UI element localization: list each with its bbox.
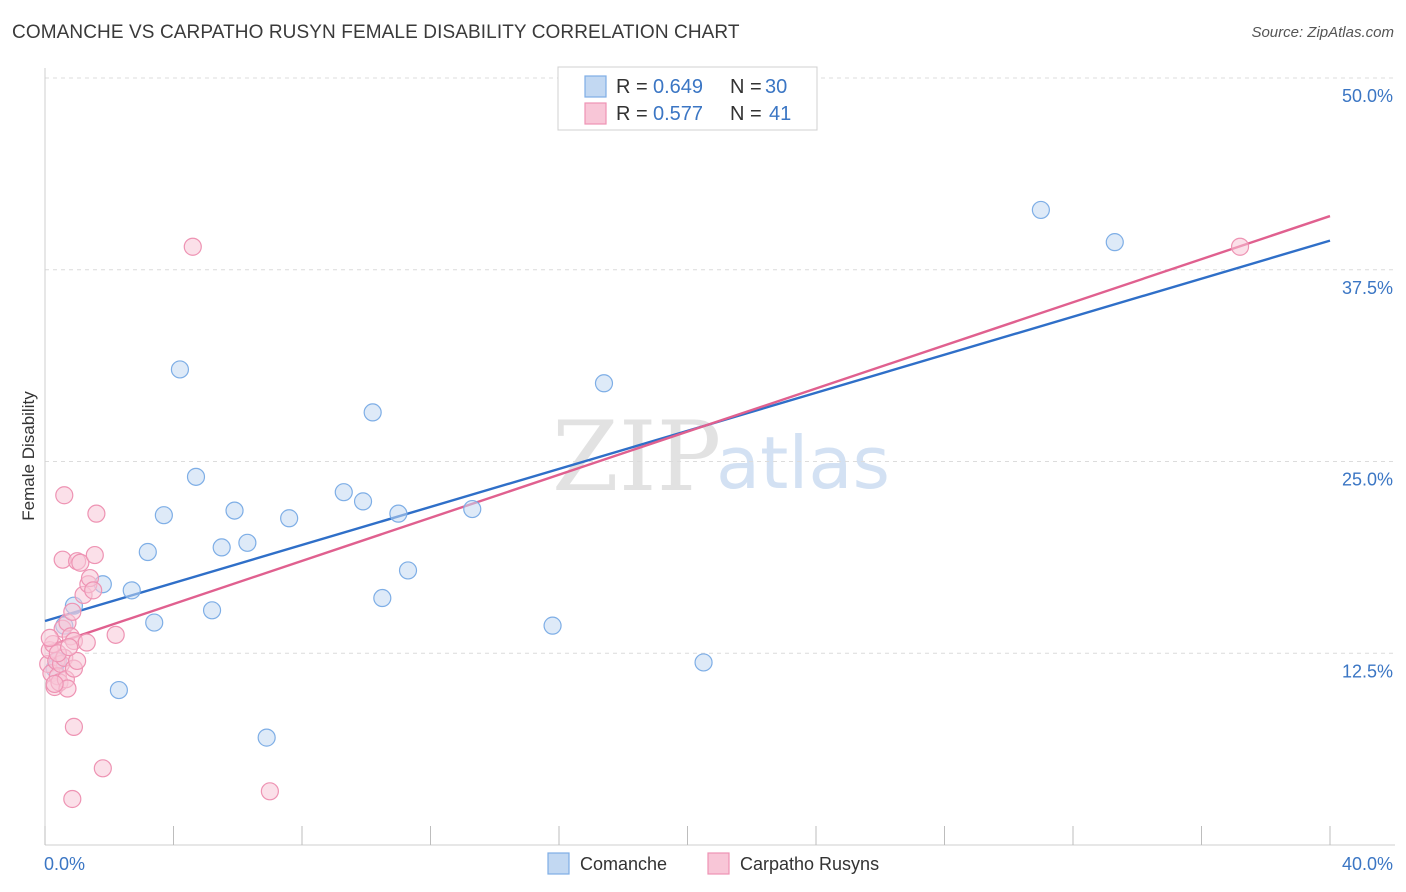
x-tick-label-min: 0.0% bbox=[44, 854, 85, 874]
legend-n-label-comanche: N = bbox=[730, 76, 762, 98]
data-points bbox=[39, 200, 1250, 809]
point-comanche bbox=[280, 509, 299, 528]
watermark-atlas: atlas bbox=[716, 421, 890, 505]
point-comanche bbox=[225, 501, 244, 520]
legend-swatch-carpatho bbox=[584, 102, 607, 125]
bottom-legend-swatch-carpatho bbox=[707, 852, 730, 875]
point-carpatho-rusyns bbox=[1230, 237, 1250, 256]
y-tick-label: 25.0% bbox=[1342, 470, 1393, 490]
point-carpatho-rusyns bbox=[77, 633, 96, 652]
point-comanche bbox=[257, 728, 276, 747]
point-comanche bbox=[122, 581, 141, 600]
chart-title: COMANCHE VS CARPATHO RUSYN FEMALE DISABI… bbox=[12, 22, 740, 43]
point-carpatho-rusyns bbox=[106, 625, 125, 644]
watermark-zip: ZIP bbox=[552, 401, 721, 513]
point-carpatho-rusyns bbox=[64, 717, 84, 736]
point-comanche bbox=[594, 374, 614, 393]
point-carpatho-rusyns bbox=[68, 651, 87, 671]
trendline-carpatho-rusyns bbox=[44, 214, 1331, 649]
y-tick-label: 12.5% bbox=[1342, 661, 1393, 681]
point-comanche bbox=[145, 613, 164, 632]
point-carpatho-rusyns bbox=[63, 789, 82, 809]
point-comanche bbox=[186, 467, 206, 486]
series-legend: Comanche Carpatho Rusyns bbox=[547, 852, 879, 875]
point-comanche bbox=[373, 588, 392, 608]
y-tick-label: 37.5% bbox=[1342, 278, 1393, 298]
point-comanche bbox=[202, 601, 222, 620]
y-tick-label: 50.0% bbox=[1342, 86, 1393, 106]
point-carpatho-rusyns bbox=[59, 638, 79, 657]
point-comanche bbox=[109, 680, 128, 700]
bottom-legend-swatch-comanche bbox=[547, 852, 570, 875]
point-comanche bbox=[1031, 200, 1050, 220]
point-comanche bbox=[238, 533, 257, 552]
point-carpatho-rusyns bbox=[40, 628, 59, 648]
source-credit: Source: ZipAtlas.com bbox=[1251, 24, 1394, 41]
point-comanche bbox=[463, 499, 482, 519]
tick-labels: 12.5% 25.0% 37.5% 50.0% 0.0% 40.0% bbox=[44, 86, 1393, 874]
point-carpatho-rusyns bbox=[85, 545, 104, 565]
y-axis-label: Female Disability bbox=[19, 391, 38, 521]
point-comanche bbox=[154, 506, 173, 525]
point-carpatho-rusyns bbox=[45, 674, 64, 694]
point-carpatho-rusyns bbox=[87, 504, 106, 523]
bottom-legend-label-comanche: Comanche bbox=[580, 854, 667, 874]
legend-r-value-carpatho: 0.577 bbox=[653, 103, 703, 125]
point-carpatho-rusyns bbox=[71, 553, 90, 572]
trend-lines bbox=[44, 214, 1331, 649]
point-comanche bbox=[389, 504, 408, 523]
stats-legend: R = 0.649 N = 30 R = 0.577 N = 41 bbox=[557, 66, 818, 131]
point-comanche bbox=[363, 403, 382, 422]
legend-n-label-carpatho: N = bbox=[730, 103, 762, 125]
legend-n-value-comanche: 30 bbox=[765, 76, 787, 98]
point-carpatho-rusyns bbox=[93, 759, 112, 778]
point-comanche bbox=[1105, 233, 1124, 252]
point-comanche bbox=[353, 492, 373, 511]
point-carpatho-rusyns bbox=[63, 602, 82, 621]
point-comanche bbox=[334, 483, 353, 502]
legend-swatch-comanche bbox=[584, 75, 607, 98]
point-comanche bbox=[543, 616, 562, 635]
axes bbox=[44, 68, 1395, 846]
point-carpatho-rusyns bbox=[55, 486, 74, 505]
point-carpatho-rusyns bbox=[183, 237, 202, 256]
grid-lines bbox=[45, 77, 1395, 654]
point-carpatho-rusyns bbox=[260, 782, 279, 801]
point-comanche bbox=[398, 561, 418, 580]
legend-n-value-carpatho: 41 bbox=[769, 103, 791, 125]
point-comanche bbox=[212, 538, 231, 557]
legend-r-label-carpatho: R = bbox=[616, 103, 648, 125]
legend-r-value-comanche: 0.649 bbox=[653, 76, 703, 98]
point-comanche bbox=[170, 360, 190, 379]
point-comanche bbox=[694, 653, 713, 672]
point-comanche bbox=[138, 542, 157, 562]
legend-r-label-comanche: R = bbox=[616, 76, 648, 98]
bottom-legend-label-carpatho: Carpatho Rusyns bbox=[740, 854, 879, 874]
point-carpatho-rusyns bbox=[84, 581, 103, 600]
x-tick-label-max: 40.0% bbox=[1342, 854, 1393, 874]
